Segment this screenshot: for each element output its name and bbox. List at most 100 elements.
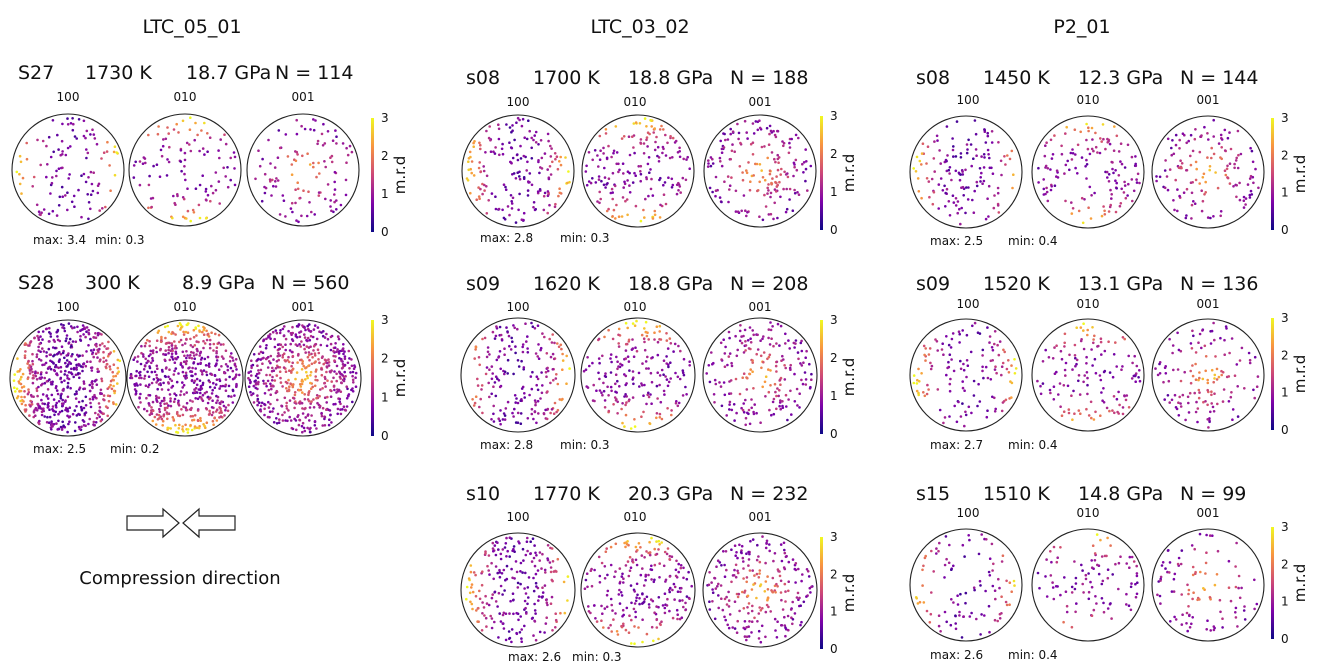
data-point <box>162 138 165 141</box>
data-point <box>485 625 488 628</box>
data-point <box>1070 158 1074 161</box>
data-point <box>493 152 497 155</box>
data-point <box>75 405 78 408</box>
data-point <box>501 622 505 625</box>
data-point <box>921 584 924 587</box>
data-point <box>1105 170 1109 174</box>
data-point <box>477 186 480 189</box>
pole-figure-100 <box>9 319 127 437</box>
data-point <box>984 217 988 221</box>
data-point <box>167 345 171 349</box>
data-point <box>212 423 215 427</box>
data-point <box>301 430 304 434</box>
sample-pressure: 18.7 GPa <box>186 62 271 84</box>
data-point <box>624 393 627 396</box>
data-point <box>1074 364 1077 368</box>
data-point <box>60 409 64 413</box>
data-point <box>43 376 46 380</box>
data-point <box>287 360 291 364</box>
data-point <box>499 557 503 561</box>
data-point <box>763 380 767 384</box>
data-point <box>764 580 768 583</box>
data-point <box>708 608 712 611</box>
data-point <box>1177 401 1180 405</box>
data-point <box>197 388 201 391</box>
data-point <box>1107 180 1111 183</box>
data-point <box>751 569 754 572</box>
data-point <box>534 572 538 576</box>
data-point <box>639 164 643 168</box>
data-point <box>343 357 347 361</box>
data-point <box>589 181 593 185</box>
data-point <box>1187 139 1190 143</box>
data-point <box>788 187 792 191</box>
data-point <box>172 128 176 131</box>
data-point <box>350 388 353 392</box>
data-point <box>630 618 633 622</box>
data-point <box>916 177 920 180</box>
data-point <box>305 338 308 342</box>
data-point <box>755 596 758 600</box>
data-point <box>747 625 750 628</box>
data-point <box>287 409 290 412</box>
data-point <box>81 354 84 357</box>
sample-pressure: 18.8 GPa <box>628 67 713 89</box>
data-point <box>191 414 195 418</box>
data-point <box>512 547 515 551</box>
data-point <box>1164 365 1167 368</box>
data-point <box>155 381 158 384</box>
data-point <box>508 141 511 144</box>
data-point <box>1192 334 1195 338</box>
data-point <box>480 388 483 391</box>
data-point <box>279 329 282 332</box>
data-point <box>61 420 64 424</box>
data-point <box>796 191 799 194</box>
data-point <box>645 334 649 338</box>
data-point <box>330 421 333 424</box>
data-point <box>96 356 99 359</box>
data-point <box>87 422 90 426</box>
data-point <box>1108 142 1112 146</box>
data-point <box>977 382 980 386</box>
data-point <box>215 346 219 350</box>
data-point <box>989 378 993 381</box>
data-point <box>286 358 289 362</box>
data-point <box>300 424 304 428</box>
data-point <box>113 173 117 177</box>
data-point <box>26 377 30 381</box>
data-point <box>1189 133 1193 137</box>
data-point <box>610 630 613 633</box>
data-point <box>517 618 520 622</box>
data-point <box>614 382 617 386</box>
data-point <box>66 407 69 411</box>
data-point <box>712 393 716 396</box>
data-point <box>86 193 89 196</box>
data-point <box>784 393 788 397</box>
data-point <box>308 390 311 393</box>
data-point <box>591 177 594 180</box>
data-point <box>211 411 215 414</box>
data-point <box>1051 357 1055 360</box>
data-point <box>477 166 481 170</box>
data-point <box>1212 152 1216 156</box>
data-point <box>108 365 112 368</box>
data-point <box>307 364 310 368</box>
data-point <box>793 612 797 615</box>
data-point <box>986 131 989 135</box>
data-point <box>147 206 150 210</box>
data-point <box>325 365 329 368</box>
data-point <box>787 339 790 342</box>
data-point <box>1251 160 1255 164</box>
data-point <box>935 552 938 555</box>
data-point <box>89 337 92 341</box>
data-point <box>741 178 745 182</box>
data-point <box>726 363 729 367</box>
data-point <box>327 364 331 367</box>
data-point <box>179 323 182 327</box>
data-point <box>335 379 339 383</box>
sample-temperature: 1620 K <box>533 273 600 295</box>
data-point <box>731 626 734 629</box>
data-point <box>204 187 208 191</box>
data-point <box>653 127 656 130</box>
data-point <box>550 341 554 344</box>
